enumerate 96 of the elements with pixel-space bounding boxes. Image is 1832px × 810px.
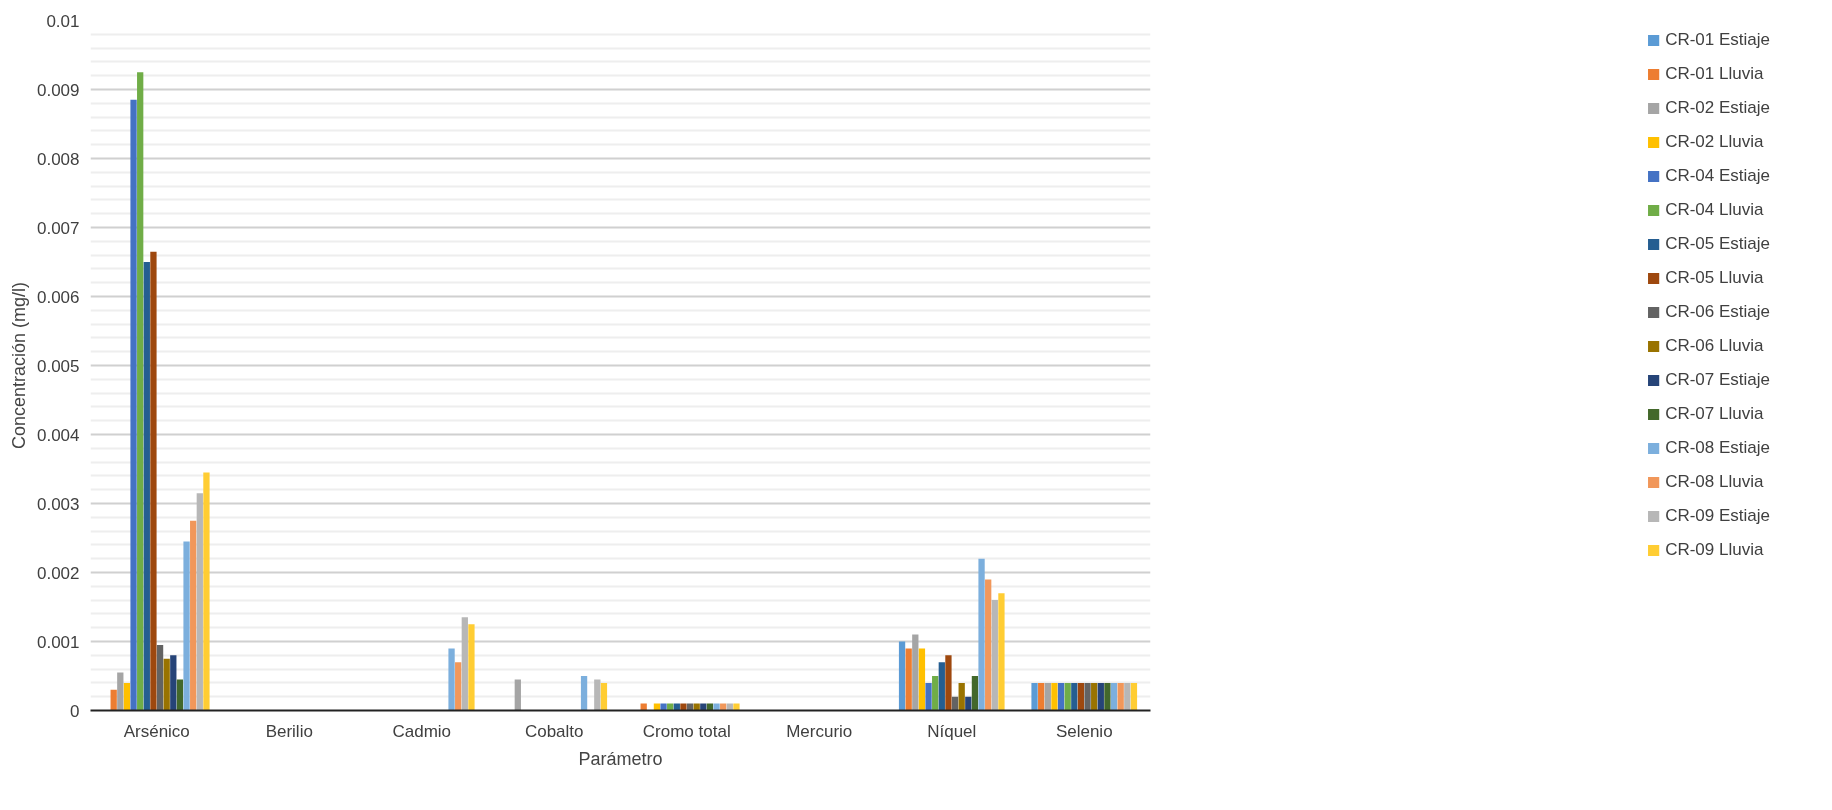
y-tick-label: 0.002 — [36, 563, 80, 583]
bar — [1064, 682, 1071, 711]
legend-label: CR-06 Lluvia — [1665, 336, 1764, 356]
legend-label: CR-01 Lluvia — [1665, 64, 1764, 84]
bar — [733, 703, 740, 711]
bar — [1071, 682, 1078, 711]
bar — [918, 648, 926, 711]
legend-label: CR-08 Lluvia — [1665, 472, 1764, 492]
bar — [183, 541, 190, 711]
legend-label: CR-02 Lluvia — [1665, 132, 1764, 152]
bar — [117, 672, 124, 711]
bar — [1097, 682, 1104, 711]
bar — [203, 472, 210, 711]
bar — [468, 624, 475, 711]
legend-label: CR-06 Estiaje — [1665, 302, 1770, 322]
legend-label: CR-04 Lluvia — [1665, 200, 1764, 220]
bar — [448, 648, 455, 711]
bar — [600, 682, 608, 711]
y-axis-title: Concentración (mg/l) — [8, 281, 29, 450]
legend-label: CR-01 Estiaje — [1665, 30, 1770, 50]
bar — [1077, 682, 1085, 711]
bar — [660, 703, 667, 711]
bar — [905, 648, 912, 711]
x-tick-label: Mercurio — [786, 721, 853, 741]
y-tick-label: 0.01 — [46, 11, 80, 31]
bar — [130, 99, 137, 711]
x-tick-label: Arsénico — [123, 721, 190, 741]
x-tick-label: Cromo total — [642, 721, 731, 741]
bar — [580, 676, 588, 711]
bar — [1117, 682, 1124, 711]
y-tick-label: 0.009 — [36, 80, 80, 100]
bar — [455, 662, 462, 711]
bar — [1104, 682, 1111, 711]
legend-label: CR-04 Estiaje — [1665, 166, 1770, 186]
bar — [137, 72, 144, 711]
bar — [1044, 682, 1051, 711]
bar — [143, 262, 150, 711]
y-tick-label: 0.008 — [36, 149, 80, 169]
bar — [594, 679, 601, 711]
bar — [176, 679, 184, 711]
bar — [985, 579, 992, 711]
bar — [156, 644, 164, 711]
bar — [965, 696, 972, 711]
bar — [971, 676, 979, 711]
bar — [196, 493, 203, 711]
legend-label: CR-08 Estiaje — [1665, 438, 1770, 458]
bar — [190, 520, 197, 711]
y-tick-label: 0.006 — [36, 287, 80, 307]
legend-label: CR-05 Lluvia — [1665, 268, 1764, 288]
x-tick-label: Berilio — [265, 721, 313, 741]
bar — [1038, 682, 1045, 711]
x-tick-label: Níquel — [927, 721, 977, 741]
bar — [958, 682, 965, 711]
legend-label: CR-07 Estiaje — [1665, 370, 1770, 390]
bar — [1130, 682, 1138, 711]
bar — [123, 682, 131, 711]
legend-label: CR-05 Estiaje — [1665, 234, 1770, 254]
bar — [1110, 682, 1118, 711]
legend-label: CR-07 Lluvia — [1665, 404, 1764, 424]
bar — [1091, 682, 1098, 711]
y-tick-label: 0.005 — [36, 356, 80, 376]
bar — [170, 655, 177, 711]
bar — [951, 696, 959, 711]
bar — [461, 617, 468, 711]
bar — [514, 679, 521, 711]
bar — [110, 689, 117, 711]
x-tick-label: Selenio — [1055, 721, 1113, 741]
bar — [991, 600, 998, 711]
bar — [1057, 682, 1065, 711]
x-tick-label: Cadmio — [392, 721, 452, 741]
bar — [932, 676, 939, 711]
y-tick-label: 0.004 — [36, 425, 80, 445]
bar — [898, 641, 906, 711]
bar — [938, 662, 945, 711]
y-tick-label: 0.001 — [36, 632, 80, 652]
bar — [713, 703, 720, 711]
bar — [1084, 682, 1091, 711]
bar — [1051, 682, 1058, 711]
y-tick-label: 0.007 — [36, 218, 80, 238]
legend-label: CR-09 Estiaje — [1665, 506, 1770, 526]
bar — [1031, 682, 1038, 711]
bar — [945, 655, 952, 711]
y-tick-label: 0.003 — [36, 494, 80, 514]
legend-label: CR-09 Lluvia — [1665, 540, 1764, 560]
bar — [1124, 682, 1131, 711]
bar — [912, 634, 919, 711]
bar — [925, 682, 932, 711]
legend-label: CR-02 Estiaje — [1665, 98, 1770, 118]
x-tick-label: Cobalto — [524, 721, 584, 741]
bar — [163, 658, 170, 711]
bar — [150, 251, 157, 711]
x-axis-title: Parámetro — [578, 748, 663, 769]
bar — [978, 558, 985, 711]
y-tick-label: 0 — [70, 701, 80, 721]
bar — [998, 593, 1005, 711]
bar — [680, 703, 687, 711]
